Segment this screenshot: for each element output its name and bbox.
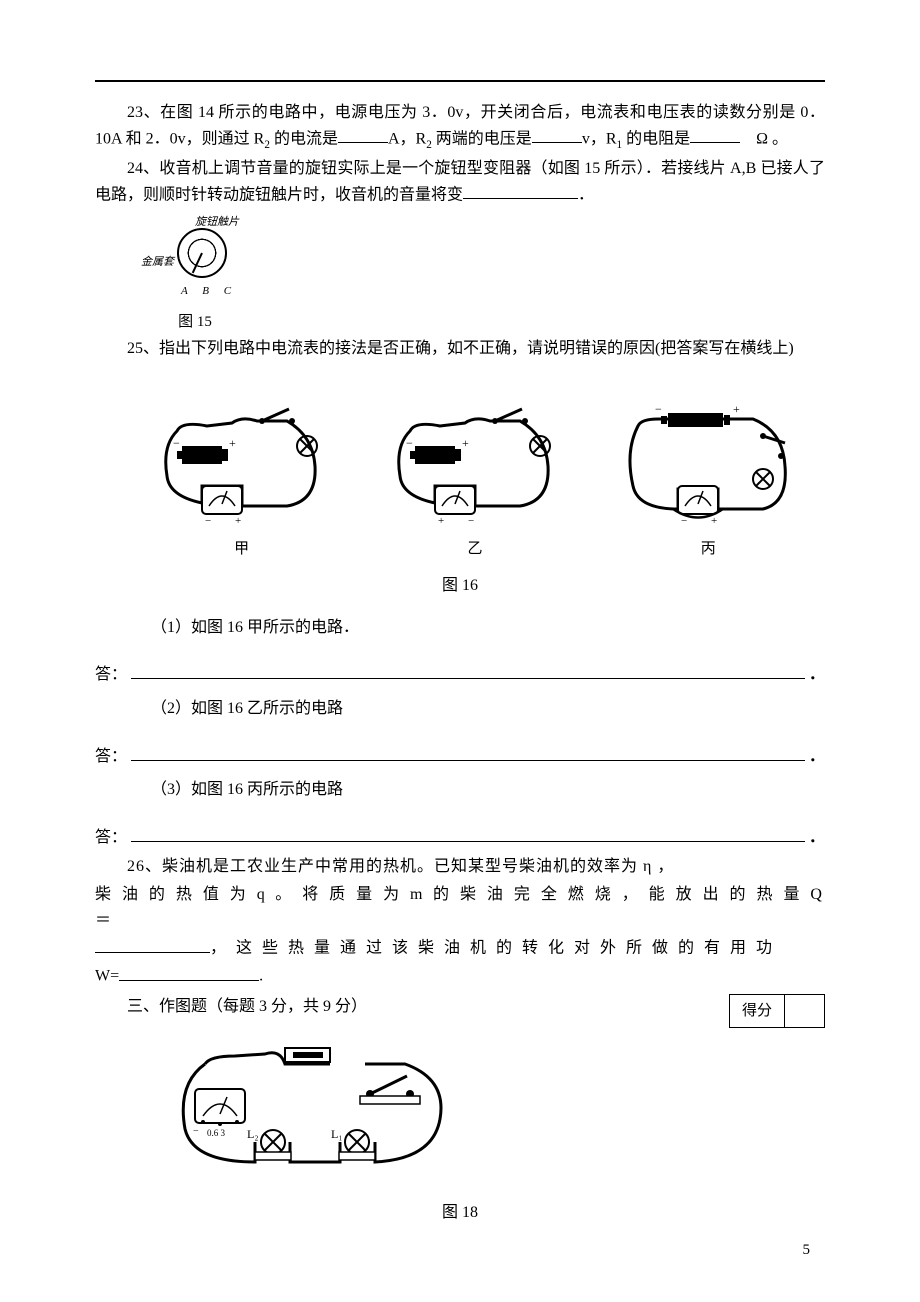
question-26-line2: 柴 油 的 热 值 为 q 。 将 质 量 为 m 的 柴 油 完 全 燃 烧 …: [95, 882, 825, 933]
q24-text-a: 24、收音机上调节音量的旋钮实际上是一个旋钮型变阻器（如图 15 所示）．若接线…: [95, 160, 825, 203]
answer-dot-2: ．: [809, 744, 825, 770]
circuit-jia-svg: − + − +: [147, 391, 337, 541]
q23-text-b: 的电流是: [270, 130, 338, 147]
circuit-jia: − + − + 甲: [147, 391, 337, 561]
top-rule: [95, 80, 825, 82]
question-26-line2b: ， 这 些 热 量 通 过 该 柴 油 机 的 转 化 对 外 所 做 的 有 …: [95, 935, 825, 961]
q24-blank: [463, 182, 578, 200]
circuit-yi-svg: − + + −: [380, 391, 570, 541]
fig15-label-left: 金属套: [141, 254, 174, 272]
q23-text-d: 的电阻是: [622, 130, 690, 147]
q25-sub3: （3）如图 16 丙所示的电路: [95, 777, 825, 803]
figure-18-svg: − 0.6 3 L₂ L₁: [165, 1034, 465, 1184]
q23-text-c: 两端的电压是: [432, 130, 532, 147]
answer-dot-3: ．: [809, 825, 825, 851]
svg-text:+: +: [462, 436, 469, 450]
svg-text:−: −: [655, 402, 662, 416]
answer-label-1: 答：: [95, 662, 127, 688]
rheostat-dial-icon: [177, 228, 227, 278]
figure-18: − 0.6 3 L₂ L₁: [165, 1034, 465, 1193]
q26-line2b-text: ， 这 些 热 量 通 过 该 柴 油 机 的 转 化 对 外 所 做 的 有 …: [210, 940, 775, 957]
q23-blank-2: [532, 126, 582, 144]
q23-unit-2: v，R: [582, 130, 617, 147]
q26-blank-1: [95, 935, 210, 953]
circuit-bing-svg: − + − +: [613, 391, 803, 541]
fig18-caption: 图 18: [95, 1200, 825, 1226]
circuit-yi: − + + − 乙: [380, 391, 570, 561]
figure-15: 旋钮触片 金属套 A B C 图 15: [135, 214, 255, 334]
q24-dot: ．: [578, 186, 594, 203]
q23-blank-1: [338, 126, 388, 144]
fig15-terminals: A B C: [181, 283, 237, 301]
svg-text:−: −: [681, 515, 687, 527]
question-26-line3: W=.: [95, 963, 825, 989]
svg-text:−: −: [205, 515, 211, 527]
q23-unit-3: Ω 。: [740, 130, 788, 147]
fig16-caption: 图 16: [95, 573, 825, 599]
svg-text:L₂: L₂: [247, 1127, 259, 1141]
q25-sub1: （1）如图 16 甲所示的电路．: [95, 615, 825, 641]
score-label: 得分: [729, 994, 784, 1027]
score-box: 得分: [729, 994, 825, 1028]
svg-text:0.6 3: 0.6 3: [207, 1128, 226, 1138]
question-26-line1: 26、柴油机是工农业生产中常用的热机。已知某型号柴油机的效率为 η ，: [95, 854, 825, 880]
svg-text:+: +: [711, 515, 717, 527]
q23-blank-3: [690, 126, 740, 144]
page-number: 5: [803, 1238, 811, 1262]
q25-sub2: （2）如图 16 乙所示的电路: [95, 696, 825, 722]
svg-text:−: −: [193, 1126, 199, 1137]
score-value-cell: [785, 994, 825, 1027]
q26-line2a: 柴 油 的 热 值 为 q 。 将 质 量 为 m 的 柴 油 完 全 燃 烧 …: [95, 886, 825, 929]
svg-text:−: −: [468, 515, 474, 527]
q23-unit-1: A，R: [388, 130, 426, 147]
q25-answer-3: 答： ．: [95, 825, 825, 851]
q25-answer-2: 答： ．: [95, 744, 825, 770]
svg-text:+: +: [235, 515, 241, 527]
answer-label-3: 答：: [95, 825, 127, 851]
svg-text:+: +: [229, 436, 236, 450]
q25-answer-1: 答： ．: [95, 662, 825, 688]
question-25: 25、指出下列电路中电流表的接法是否正确，如不正确，请说明错误的原因(把答案写在…: [95, 336, 825, 362]
answer-blank-1: [131, 663, 805, 679]
svg-text:−: −: [173, 436, 180, 450]
answer-dot-1: ．: [809, 662, 825, 688]
svg-text:L₁: L₁: [331, 1127, 343, 1141]
figure-16-row: − + − + 甲: [125, 391, 825, 561]
q26-w: W=: [95, 968, 119, 985]
circuit-bing: − + − + 丙: [613, 391, 803, 561]
answer-blank-2: [131, 745, 805, 761]
svg-text:+: +: [438, 515, 444, 527]
q26-blank-2: [119, 963, 259, 981]
svg-text:−: −: [406, 436, 413, 450]
fig15-label-top: 旋钮触片: [195, 214, 239, 232]
answer-blank-3: [131, 826, 805, 842]
svg-text:+: +: [733, 402, 740, 416]
figure-15-graphic: 旋钮触片 金属套 A B C: [145, 214, 245, 299]
question-23: 23、在图 14 所示的电路中，电源电压为 3．0v，开关闭合后，电流表和电压表…: [95, 100, 825, 154]
section-3-header: 三、作图题（每题 3 分，共 9 分） 得分: [95, 994, 825, 1028]
q25-stem: 25、指出下列电路中电流表的接法是否正确，如不正确，请说明错误的原因(把答案写在…: [127, 340, 794, 357]
question-24: 24、收音机上调节音量的旋钮实际上是一个旋钮型变阻器（如图 15 所示）．若接线…: [95, 156, 825, 208]
q26-dot: .: [259, 968, 263, 985]
section-3-title: 三、作图题（每题 3 分，共 9 分）: [95, 994, 729, 1020]
answer-label-2: 答：: [95, 744, 127, 770]
fig15-caption: 图 15: [135, 310, 255, 334]
